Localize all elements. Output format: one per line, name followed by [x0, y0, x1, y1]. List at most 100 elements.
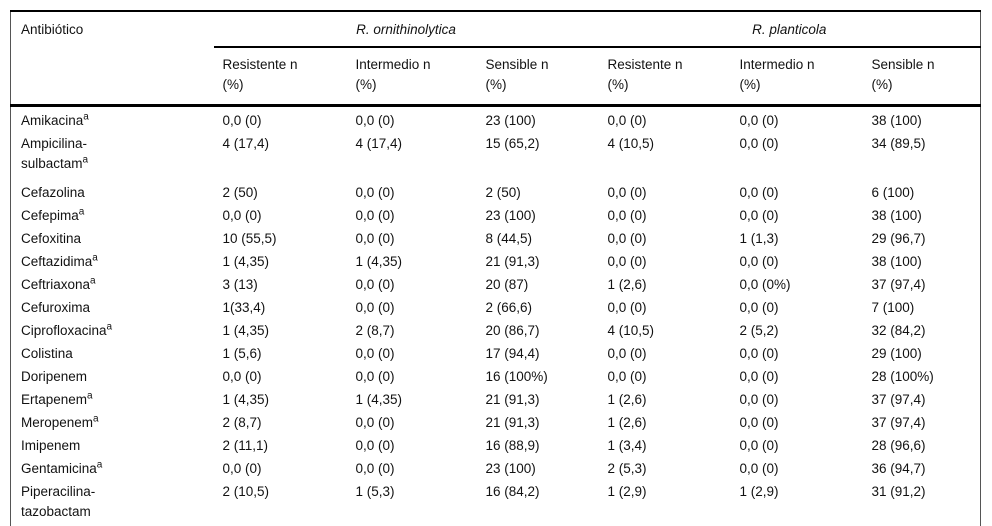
value-cell: 1 (3,4) — [607, 438, 647, 453]
antibiotic-name-cell: Cefazolina — [11, 182, 214, 205]
value-cell: 0,0 (0) — [355, 231, 395, 246]
value-cell: 0,0 (0) — [739, 461, 779, 476]
value-cell: 2 (5,3) — [607, 461, 647, 476]
value-cell: 1 (4,35) — [222, 254, 270, 269]
value-cell: 1(33,4) — [222, 300, 266, 315]
antibiotic-name-cell: Cefuroxima — [11, 297, 214, 320]
table-row: Gentamicinaa 0,0 (0) 0,0 (0) 23 (100) 2 … — [11, 458, 981, 481]
value-cell: 23 (100) — [485, 461, 536, 476]
value-cell: 1 (2,9) — [739, 484, 779, 499]
footnote-marker: a — [83, 111, 89, 123]
antibiotic-name: Doripenem — [21, 369, 88, 384]
value-cell: 6 (100) — [871, 185, 915, 200]
value-cell: 7 (100) — [871, 300, 915, 315]
antibiotic-name: Gentamicina — [21, 461, 97, 476]
value-cell: 2 (11,1) — [222, 438, 269, 453]
table-row: Meropenema 2 (8,7) 0,0 (0) 21 (91,3) 1 (… — [11, 412, 981, 435]
table-row: Ceftazidimaa 1 (4,35) 1 (4,35) 21 (91,3)… — [11, 251, 981, 274]
antibiotic-name-cell: Meropenema — [11, 412, 214, 435]
table-row: Ampicilina- sulbactama 4 (17,4) 4 (17,4)… — [11, 133, 981, 182]
value-cell: 1 (1,3) — [739, 231, 779, 246]
footnote-marker: a — [96, 459, 103, 471]
value-cell: 0,0 (0) — [607, 346, 647, 361]
value-cell: 16 (88,9) — [485, 438, 540, 453]
value-cell: 28 (100%) — [871, 369, 934, 384]
value-cell: 0,0 (0) — [607, 185, 647, 200]
value-cell: 3 (13) — [222, 277, 258, 292]
value-cell: 21 (91,3) — [485, 415, 540, 430]
value-cell: 20 (87) — [485, 277, 529, 292]
value-cell: 1 (5,6) — [222, 346, 262, 361]
antibiotic-name: Ceftriaxona — [21, 277, 91, 292]
table-row: Colistina 1 (5,6) 0,0 (0) 17 (94,4) 0,0 … — [11, 343, 981, 366]
value-cell: 0,0 (0) — [607, 208, 647, 223]
antibiotic-name: Cefuroxima — [21, 300, 91, 315]
footnote-marker: a — [87, 390, 93, 402]
footnote-marker: a — [92, 252, 98, 264]
value-cell: 38 (100) — [871, 254, 922, 269]
value-cell: 0,0 (0%) — [739, 277, 791, 292]
value-cell: 4 (10,5) — [607, 136, 655, 151]
antibiotic-name: Colistina — [21, 346, 73, 361]
value-cell: 2 (5,2) — [739, 323, 779, 338]
value-cell: 38 (100) — [871, 208, 922, 223]
value-cell: 4 (10,5) — [607, 323, 655, 338]
value-cell: 0,0 (0) — [355, 438, 395, 453]
footnote-marker: a — [82, 154, 89, 166]
value-cell: 1 (2,6) — [607, 277, 647, 292]
value-cell: 0,0 (0) — [607, 113, 647, 128]
value-cell: 0,0 (0) — [222, 113, 262, 128]
table-row: Ertapenema 1 (4,35) 1 (4,35) 21 (91,3) 1… — [11, 389, 981, 412]
value-cell: 8 (44,5) — [485, 231, 533, 246]
antibiotic-name-cell: Doripenem — [11, 366, 214, 389]
species-header-ornithinolytica: R. ornithinolytica — [213, 11, 599, 48]
value-cell: 16 (100%) — [485, 369, 548, 384]
value-cell: 21 (91,3) — [485, 392, 540, 407]
value-cell: 21 (91,3) — [485, 254, 540, 269]
value-cell: 16 (84,2) — [485, 484, 540, 499]
value-cell: 37 (97,4) — [871, 415, 926, 430]
antibiotic-susceptibility-table: Antibiótico R. ornithinolytica R. planti… — [10, 10, 982, 526]
value-cell: 1 (4,35) — [355, 254, 403, 269]
antibiotic-name: Ciprofloxacina — [21, 323, 107, 338]
antibiotic-name-cell: Cefoxitina — [11, 228, 214, 251]
subheader-planticola-intermedio: Intermedio n (%) — [730, 47, 863, 107]
antibiotic-name-cell: Cefepimaa — [11, 205, 214, 228]
antibiotic-name-cell: Ciprofloxacinaa — [11, 320, 214, 343]
value-cell: 0,0 (0) — [739, 346, 779, 361]
table-row: Doripenem 0,0 (0) 0,0 (0) 16 (100%) 0,0 … — [11, 366, 981, 389]
antibiotic-name: Cefepima — [21, 208, 79, 223]
value-cell: 1 (2,9) — [607, 484, 647, 499]
antibiotic-name: Ertapenem — [21, 392, 88, 407]
value-cell: 1 (4,35) — [222, 392, 270, 407]
antibiotic-name-cell: Ertapenema — [11, 389, 214, 412]
antibiotic-name: Ceftazidima — [21, 254, 93, 269]
value-cell: 38 (100) — [871, 113, 922, 128]
subheader-planticola-resistente: Resistente n (%) — [598, 47, 731, 107]
value-cell: 0,0 (0) — [607, 369, 647, 384]
value-cell: 0,0 (0) — [739, 136, 779, 151]
value-cell: 15 (65,2) — [485, 136, 540, 151]
subheader-ornithinolytica-intermedio: Intermedio n (%) — [346, 47, 477, 107]
antibiotic-name: Ampicilina- sulbactam — [21, 136, 88, 171]
value-cell: 23 (100) — [485, 208, 536, 223]
antibiotic-name-cell: Ceftazidimaa — [11, 251, 214, 274]
value-cell: 20 (86,7) — [485, 323, 540, 338]
value-cell: 0,0 (0) — [355, 415, 395, 430]
subheader-ornithinolytica-sensible: Sensible n (%) — [476, 47, 599, 107]
antibiotic-name-cell: Colistina — [11, 343, 214, 366]
species-header-planticola: R. planticola — [598, 11, 981, 48]
value-cell: 0,0 (0) — [355, 300, 395, 315]
value-cell: 2 (10,5) — [222, 484, 270, 499]
antibiotic-name: Cefazolina — [21, 185, 85, 200]
value-cell: 0,0 (0) — [355, 113, 395, 128]
value-cell: 2 (50) — [222, 185, 258, 200]
value-cell: 0,0 (0) — [607, 231, 647, 246]
value-cell: 1 (4,35) — [355, 392, 403, 407]
value-cell: 0,0 (0) — [739, 438, 779, 453]
antibiotic-name: Amikacina — [21, 113, 84, 128]
value-cell: 0,0 (0) — [739, 369, 779, 384]
value-cell: 0,0 (0) — [355, 369, 395, 384]
value-cell: 34 (89,5) — [871, 136, 926, 151]
value-cell: 2 (8,7) — [355, 323, 395, 338]
